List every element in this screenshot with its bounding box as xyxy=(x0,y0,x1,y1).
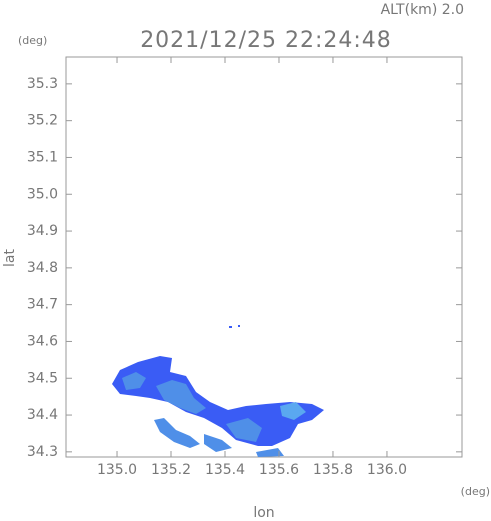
echo-area xyxy=(280,402,306,420)
y-tick-label: 34.6 xyxy=(27,333,58,349)
x-tick-label: 135.0 xyxy=(97,462,137,478)
y-tick-label: 34.4 xyxy=(27,407,58,423)
y-unit: (deg) xyxy=(18,34,47,47)
y-tick-label: 34.8 xyxy=(27,260,58,276)
x-unit: (deg) xyxy=(461,485,490,498)
x-tick-label: 135.2 xyxy=(151,462,191,478)
echo-area xyxy=(226,418,262,442)
y-tick-label: 35.0 xyxy=(27,186,58,202)
echo-area xyxy=(256,448,284,457)
y-tick-label: 35.3 xyxy=(27,76,58,92)
echo-area xyxy=(122,372,146,390)
y-axis-label: lat xyxy=(2,249,18,267)
y-tick-label: 35.2 xyxy=(27,113,58,129)
echo-area xyxy=(238,325,240,327)
y-tick-label: 34.3 xyxy=(27,444,58,460)
echo-area xyxy=(112,356,324,446)
y-tick-label: 35.1 xyxy=(27,149,58,165)
echo-area xyxy=(204,434,232,452)
y-tick-label: 34.9 xyxy=(27,223,58,239)
plot-frame xyxy=(65,56,463,458)
chart-title: 2021/12/25 22:24:48 xyxy=(140,28,392,53)
echo-area xyxy=(154,418,200,448)
x-tick-label: 135.6 xyxy=(259,462,299,478)
x-tick-label: 135.8 xyxy=(313,462,353,478)
y-tick-label: 34.7 xyxy=(27,297,58,313)
radar-echo xyxy=(112,325,324,457)
x-tick-label: 135.4 xyxy=(205,462,245,478)
y-tick-label: 34.5 xyxy=(27,370,58,386)
altitude-label: ALT(km) 2.0 xyxy=(381,2,464,18)
echo-area xyxy=(229,326,232,328)
x-tick-label: 136.0 xyxy=(367,462,407,478)
x-axis-label: lon xyxy=(253,505,274,521)
echo-area xyxy=(156,380,206,414)
